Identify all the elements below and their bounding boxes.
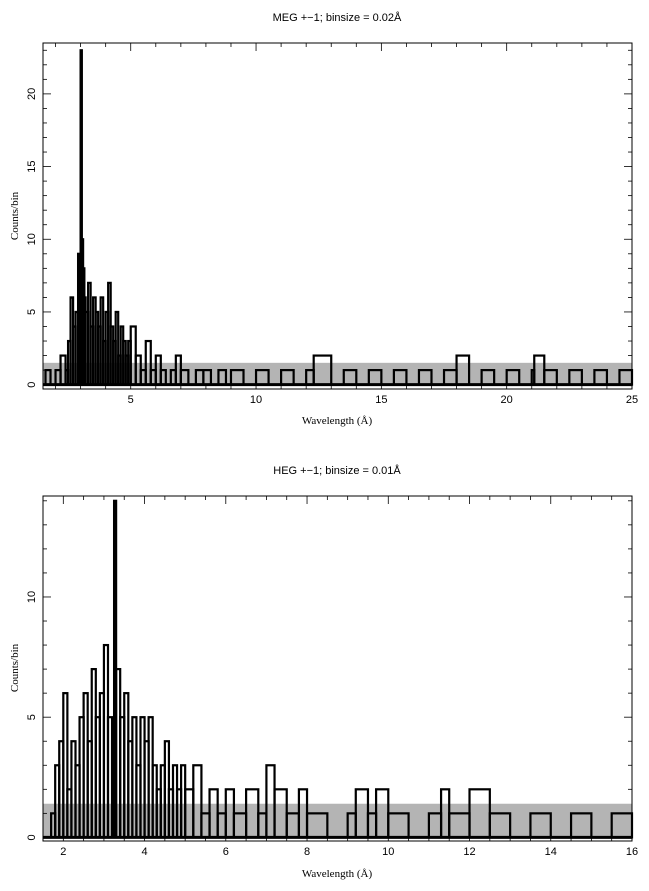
y-tick-label: 15 [26,160,38,172]
axis-ticks: 5 10 15 20 25 0 5 10 15 20 [26,43,638,406]
axis-ticks: 2 4 6 8 10 12 14 16 0 5 10 [26,496,638,858]
x-tick-label: 12 [463,846,475,858]
x-axis-label: Wavelength (Å) [302,415,373,427]
x-tick-label: 2 [60,846,66,858]
chart-title: MEG +−1; binsize = 0.02Å [273,11,402,24]
background-band [43,362,632,385]
x-tick-label: 5 [128,394,134,406]
plot-area [43,499,634,839]
x-tick-label: 6 [223,846,229,858]
meg-chart-panel: MEG +−1; binsize = 0.02Å 5 10 15 20 25 0 5 10 15… [9,11,638,427]
y-axis-label: Counts/bin [9,191,21,240]
plot-frame [42,42,633,390]
y-tick-label: 10 [26,233,38,245]
y-axis-label: Counts/bin [9,643,21,692]
x-axis-label: Wavelength (Å) [302,868,373,880]
x-tick-label: 8 [304,846,310,858]
x-tick-label: 10 [382,846,394,858]
x-tick-label: 25 [626,394,638,406]
x-tick-label: 20 [501,394,513,406]
x-tick-label: 16 [626,846,638,858]
y-tick-label: 10 [26,591,38,603]
heg-chart-panel: HEG +−1; binsize = 0.01Å 2 4 6 8 10 12 14 16 0 5 1… [9,464,638,880]
x-tick-label: 15 [375,394,387,406]
x-tick-label: 10 [250,394,262,406]
plot-frame [42,495,633,842]
y-tick-label: 20 [26,88,38,100]
y-tick-label: 5 [26,309,38,315]
chart-title: HEG +−1; binsize = 0.01Å [273,464,401,477]
y-tick-label: 0 [26,834,38,840]
y-tick-label: 5 [26,714,38,720]
x-tick-label: 14 [545,846,557,858]
x-tick-label: 4 [141,846,147,858]
y-tick-label: 0 [26,382,38,388]
plot-area [43,49,634,387]
